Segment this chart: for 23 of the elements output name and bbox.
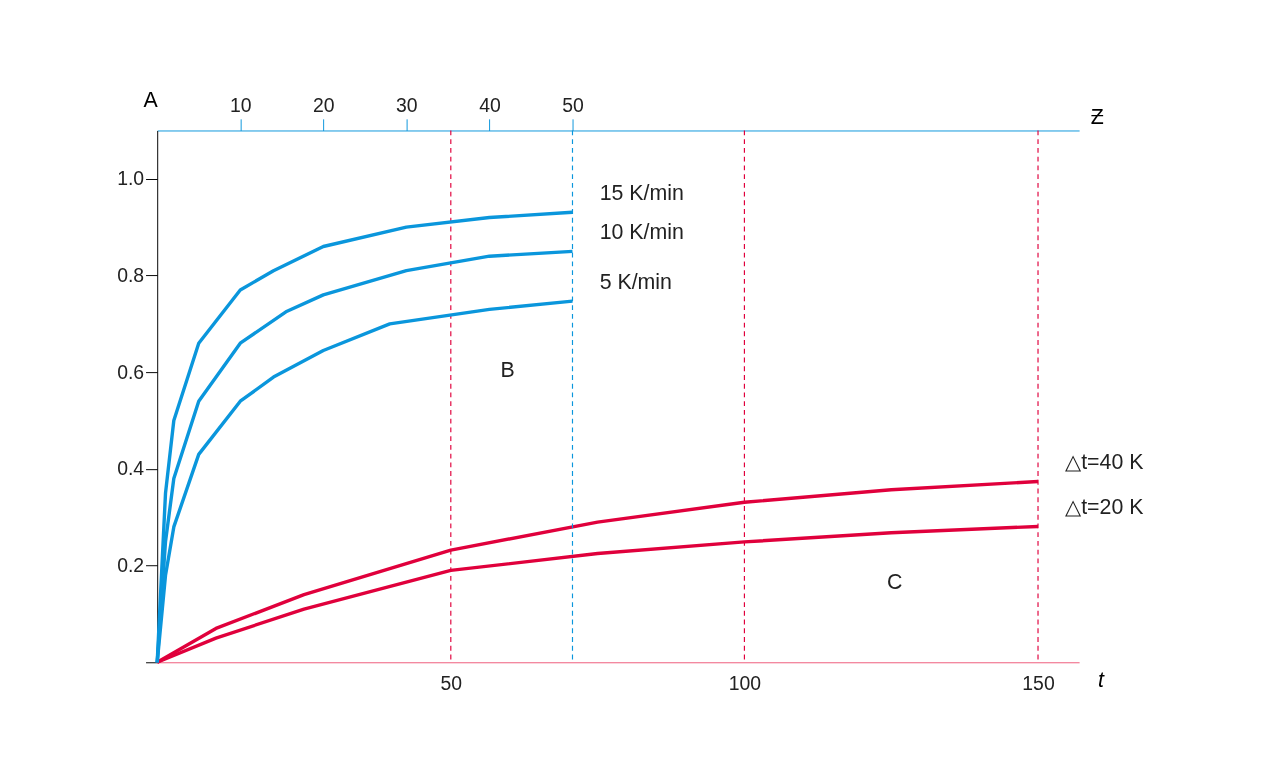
series-label: 10 K/min bbox=[599, 219, 684, 244]
x2-tick-label: 10 bbox=[229, 93, 252, 116]
annotation: B bbox=[500, 357, 515, 382]
x2-axis-title: Ƶ bbox=[1090, 105, 1104, 130]
series-label: △t=40 K bbox=[1065, 449, 1144, 474]
x2-tick-label: 50 bbox=[562, 93, 584, 116]
y-tick-label: 1.0 bbox=[117, 167, 145, 190]
x2-tick-label: 40 bbox=[479, 93, 501, 116]
y-tick-label: 0.2 bbox=[117, 553, 145, 576]
y-tick-label: 0.4 bbox=[117, 457, 145, 480]
y-axis-title: A bbox=[143, 87, 159, 112]
series-label: 15 K/min bbox=[599, 180, 684, 205]
annotation: C bbox=[887, 570, 903, 595]
y-tick-label: 0.6 bbox=[117, 360, 145, 383]
series-label: 5 K/min bbox=[599, 269, 672, 294]
x-tick-label: 50 bbox=[440, 671, 463, 694]
x-axis-title: t bbox=[1097, 668, 1105, 693]
x2-tick-label: 30 bbox=[396, 93, 418, 116]
series-label: △t=20 K bbox=[1065, 494, 1144, 519]
x2-tick-label: 20 bbox=[313, 93, 335, 116]
x-tick-label: 100 bbox=[728, 671, 762, 694]
y-tick-label: 0.8 bbox=[117, 263, 145, 286]
x-tick-label: 150 bbox=[1022, 671, 1055, 694]
